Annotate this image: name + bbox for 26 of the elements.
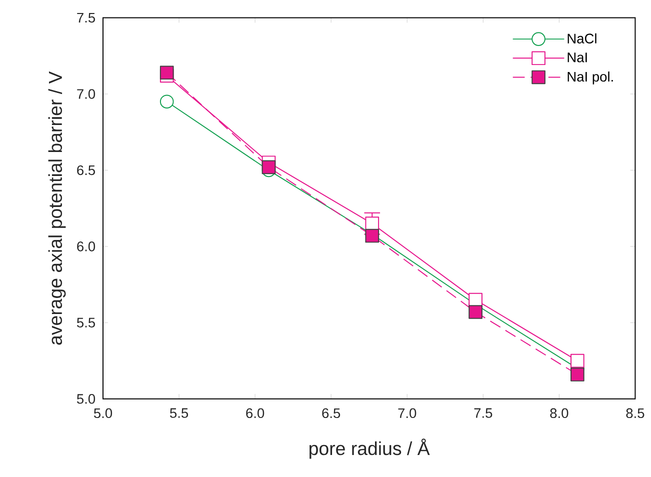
- y-tick-label: 7.5: [77, 13, 95, 23]
- legend-label: NaCl: [568, 33, 596, 44]
- point: [570, 368, 584, 382]
- legend-label: NaI: [568, 52, 587, 62]
- y-tick-label: 7.0: [77, 89, 96, 99]
- x-tick-label: 7.5: [474, 408, 492, 418]
- x-tick-label: 6.0: [246, 408, 264, 418]
- point: [160, 94, 174, 109]
- y-tick-label: 5.5: [76, 318, 95, 328]
- x-tick-label: 5.5: [170, 408, 188, 418]
- point: [160, 66, 174, 80]
- x-tick-label: 5.0: [94, 408, 112, 418]
- point: [570, 354, 584, 368]
- x-axis-title: pore radius / Å: [310, 438, 430, 459]
- y-tick-label: 5.0: [76, 394, 96, 404]
- x-tick-label: 8.0: [550, 408, 568, 418]
- y-tick-label: 6.5: [77, 165, 95, 176]
- x-tick-label: 7.0: [398, 408, 416, 418]
- x-tick-label: 8.5: [626, 408, 644, 418]
- legend-label: NaI pol.: [568, 72, 613, 84]
- point: [365, 216, 380, 231]
- y-tick-label: 6.0: [77, 242, 96, 252]
- y-axis-title: average axial potential barrier / V: [48, 71, 66, 345]
- x-tick-label: 6.5: [322, 408, 340, 418]
- point: [262, 160, 276, 174]
- point: [468, 305, 482, 319]
